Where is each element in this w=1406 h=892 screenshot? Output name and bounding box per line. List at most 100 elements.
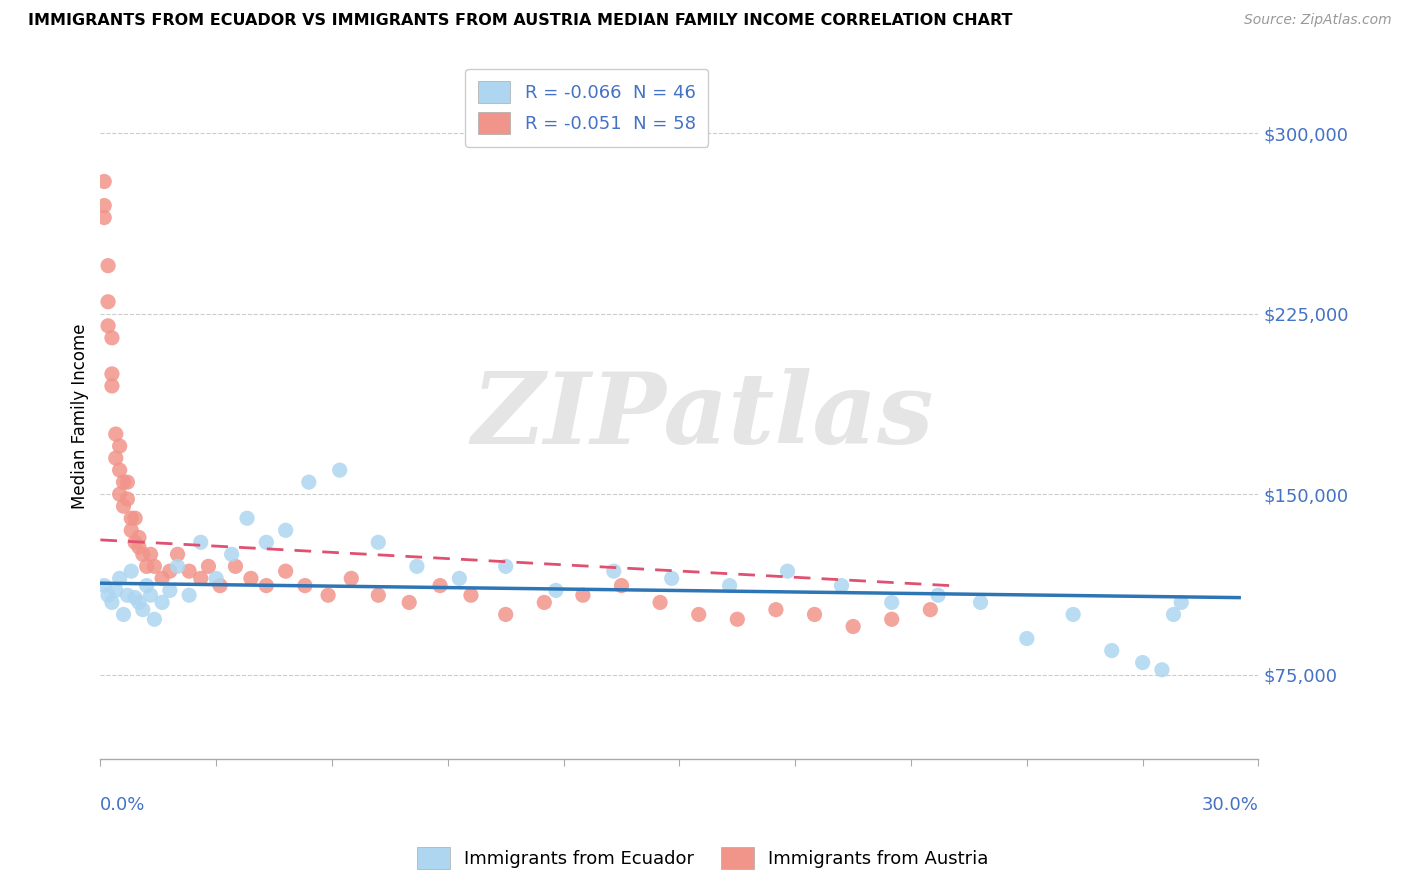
Point (112, 500, 135, 514)
Point (132, 602, 155, 616)
Point (179, 564, 201, 578)
Point (803, 607, 825, 622)
Point (406, 559, 429, 574)
Point (190, 535, 212, 549)
Point (316, 588, 339, 602)
Point (842, 619, 865, 633)
Point (108, 439, 131, 453)
Point (927, 588, 949, 602)
Point (495, 559, 517, 574)
Point (429, 578, 451, 592)
Point (661, 571, 683, 585)
Point (139, 588, 162, 602)
Point (101, 595, 124, 609)
Point (920, 602, 942, 616)
Point (495, 607, 517, 622)
Point (1132, 656, 1154, 670)
Point (120, 523, 142, 537)
Point (254, 578, 277, 592)
Point (132, 547, 155, 561)
Point (236, 511, 259, 525)
Legend: R = -0.066  N = 46, R = -0.051  N = 58: R = -0.066 N = 46, R = -0.051 N = 58 (465, 69, 709, 147)
Point (603, 564, 626, 578)
Point (117, 475, 139, 490)
Point (128, 595, 150, 609)
Point (294, 578, 316, 592)
Point (101, 367, 124, 381)
Text: 30.0%: 30.0% (1202, 797, 1258, 814)
Point (969, 595, 991, 609)
Point (688, 607, 710, 622)
Point (880, 595, 903, 609)
Point (274, 564, 297, 578)
Point (112, 475, 135, 490)
Point (221, 547, 243, 561)
Point (1150, 663, 1173, 677)
Point (128, 531, 150, 545)
Point (254, 535, 277, 549)
Point (208, 578, 231, 592)
Point (776, 564, 799, 578)
Point (1101, 643, 1123, 657)
Point (101, 331, 124, 345)
Point (143, 612, 166, 626)
Point (166, 547, 188, 561)
Point (97, 588, 120, 602)
Point (124, 591, 146, 605)
Point (398, 595, 420, 609)
Text: 0.0%: 0.0% (100, 797, 146, 814)
Point (460, 588, 482, 602)
Point (117, 588, 139, 602)
Point (205, 571, 228, 585)
Text: IMMIGRANTS FROM ECUADOR VS IMMIGRANTS FROM AUSTRIA MEDIAN FAMILY INCOME CORRELAT: IMMIGRANTS FROM ECUADOR VS IMMIGRANTS FR… (28, 13, 1012, 29)
Point (298, 475, 321, 490)
Point (120, 564, 142, 578)
Point (367, 535, 389, 549)
Point (104, 427, 127, 442)
Point (610, 578, 633, 592)
Point (880, 612, 903, 626)
Point (97, 318, 120, 333)
Point (648, 595, 671, 609)
Text: Source: ZipAtlas.com: Source: ZipAtlas.com (1244, 13, 1392, 28)
Point (159, 564, 181, 578)
Point (159, 583, 181, 598)
Point (725, 612, 748, 626)
Point (340, 571, 363, 585)
Point (128, 540, 150, 554)
Point (190, 571, 212, 585)
Point (831, 578, 853, 592)
Point (1062, 607, 1084, 622)
Point (135, 578, 157, 592)
Point (104, 583, 127, 598)
Point (108, 487, 131, 501)
Point (166, 559, 188, 574)
Point (124, 535, 146, 549)
Point (93, 198, 115, 212)
Point (139, 547, 162, 561)
Point (101, 379, 124, 393)
Point (104, 451, 127, 466)
Point (329, 463, 352, 477)
Point (1163, 607, 1185, 622)
Point (544, 583, 567, 598)
Point (367, 588, 389, 602)
Point (718, 578, 741, 592)
Point (197, 559, 219, 574)
Point (1170, 595, 1192, 609)
Point (150, 571, 173, 585)
Point (97, 294, 120, 309)
Point (120, 511, 142, 525)
Point (449, 571, 471, 585)
Point (143, 559, 166, 574)
Point (239, 571, 262, 585)
Point (93, 578, 115, 592)
Point (97, 259, 120, 273)
Point (150, 595, 173, 609)
Point (765, 602, 787, 616)
Y-axis label: Median Family Income: Median Family Income (72, 323, 89, 508)
Point (108, 463, 131, 477)
Point (135, 559, 157, 574)
Point (108, 571, 131, 585)
Point (533, 595, 555, 609)
